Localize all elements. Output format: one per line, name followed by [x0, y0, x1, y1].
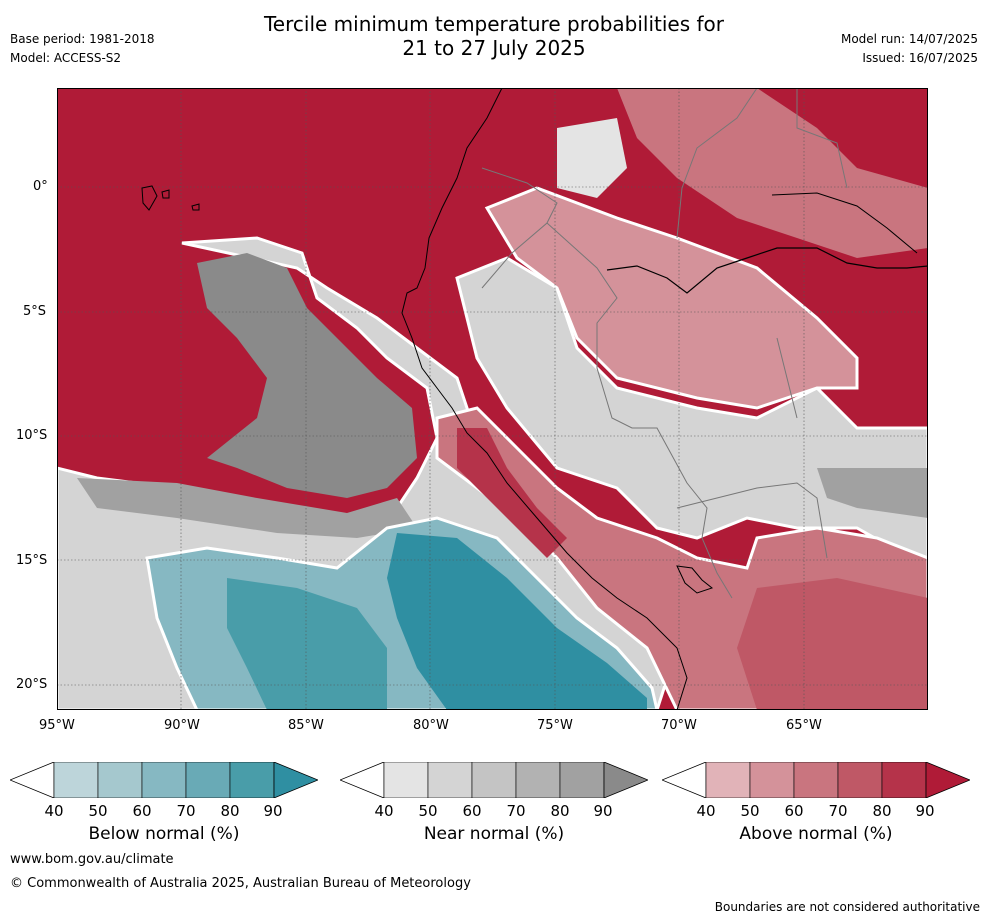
colorbar-below-ticks: 40 50 60 70 80 90: [10, 802, 318, 824]
lon-label: 75°W: [537, 718, 573, 733]
page-title: Tercile minimum temperature probabilitie…: [0, 12, 988, 60]
colorbar-above-ticks: 40 50 60 70 80 90: [662, 802, 970, 824]
colorbar-tick: 90: [263, 802, 283, 820]
lat-label: 15°S: [16, 553, 48, 568]
colorbar-swatch: [97, 761, 143, 799]
below-normal-dark-region: [387, 533, 647, 710]
colorbar-low-extension: [660, 761, 707, 799]
colorbar-swatch: [559, 761, 605, 799]
country-boundaries: [481, 88, 848, 599]
coastline: [401, 88, 688, 710]
galapagos-islands: [141, 185, 200, 211]
colorbar-tick: 60: [132, 802, 152, 820]
colorbar-swatch: [471, 761, 517, 799]
lake-titicaca: [676, 565, 714, 594]
above-normal-coast-dark-region: [457, 428, 567, 558]
lon-label: 95°W: [39, 718, 75, 733]
colorbar-near-swatches: [338, 761, 650, 799]
lon-label: 70°W: [661, 718, 697, 733]
colorbar-low-extension: [338, 761, 385, 799]
model-run-text: Model run: 14/07/2025: [840, 32, 978, 46]
lat-label: 20°S: [16, 677, 48, 692]
colorbar-swatch: [749, 761, 795, 799]
above-normal-land-mid-region: [617, 88, 928, 258]
footer-url[interactable]: www.bom.gov.au/climate: [10, 852, 174, 867]
title-line-2: 21 to 27 July 2025: [402, 36, 586, 60]
colorbar-tick: 40: [696, 802, 716, 820]
model-text: Model: ACCESS-S2: [10, 51, 122, 65]
river-line: [606, 247, 928, 294]
colorbar-swatch: [705, 761, 751, 799]
below-normal-mid-region: [227, 578, 387, 710]
near-normal-mid-region: [77, 478, 417, 538]
colorbar-tick: 70: [506, 802, 526, 820]
colorbar-tick: 40: [44, 802, 64, 820]
lat-label: 10°S: [16, 428, 48, 443]
lon-label: 80°W: [413, 718, 449, 733]
colorbar-below-swatches: [8, 761, 320, 799]
colorbar-high-extension: [273, 761, 320, 799]
colorbar-tick: 90: [915, 802, 935, 820]
colorbar-swatch: [427, 761, 473, 799]
above-normal-land-region: [484, 186, 859, 410]
colorbar-swatch: [793, 761, 839, 799]
colorbar-tick: 60: [784, 802, 804, 820]
colorbar-tick: 50: [418, 802, 438, 820]
colorbar-tick: 80: [550, 802, 570, 820]
colorbar-above: 40 50 60 70 80 90 Above normal (%): [660, 761, 972, 852]
lon-label: 85°W: [288, 718, 324, 733]
colorbar-tick: 90: [593, 802, 613, 820]
colorbar-high-extension: [925, 761, 972, 799]
colorbar-near-ticks: 40 50 60 70 80 90: [340, 802, 648, 824]
lat-label: 0°: [33, 179, 48, 194]
colorbar-swatch: [515, 761, 561, 799]
colorbar-tick: 50: [88, 802, 108, 820]
colorbar-below: 40 50 60 70 80 90 Below normal (%): [8, 761, 320, 852]
colorbar-near-label: Near normal (%): [423, 824, 565, 844]
colorbar-swatch: [141, 761, 187, 799]
footer-copyright: © Commonwealth of Australia 2025, Austra…: [10, 876, 471, 891]
near-normal-land-light-region: [557, 118, 627, 198]
colorbar-near: 40 50 60 70 80 90 Near normal (%): [338, 761, 650, 852]
colorbar-swatch: [185, 761, 231, 799]
gridlines: [57, 88, 928, 710]
colorbar-above-label: Above normal (%): [739, 824, 893, 844]
probability-map: [57, 88, 928, 710]
colorbar-above-swatches: [660, 761, 972, 799]
issued-text: Issued: 16/07/2025: [862, 51, 978, 65]
colorbar-below-label: Below normal (%): [88, 824, 240, 844]
footer-disclaimer: Boundaries are not considered authoritat…: [714, 900, 980, 914]
title-line-1: Tercile minimum temperature probabilitie…: [263, 12, 725, 36]
colorbar-swatch: [229, 761, 275, 799]
near-normal-dark-region: [197, 253, 417, 498]
colorbar-tick: 50: [740, 802, 760, 820]
colorbar-swatch: [881, 761, 927, 799]
lon-label: 65°W: [786, 718, 822, 733]
near-normal-east-region: [817, 468, 928, 518]
colorbar-high-extension: [603, 761, 650, 799]
colorbar-tick: 80: [220, 802, 240, 820]
lat-label: 5°S: [23, 304, 47, 319]
colorbar-swatch: [383, 761, 429, 799]
near-normal-land-region: [455, 256, 928, 570]
colorbar-low-extension: [8, 761, 55, 799]
lon-label: 90°W: [164, 718, 200, 733]
colorbar-swatch: [837, 761, 883, 799]
colorbar-tick: 60: [462, 802, 482, 820]
colorbar-swatch: [53, 761, 99, 799]
colorbar-tick: 70: [828, 802, 848, 820]
colorbar-tick: 40: [374, 802, 394, 820]
base-period-text: Base period: 1981-2018: [10, 32, 155, 46]
river-line-north: [771, 192, 918, 254]
colorbar-tick: 70: [176, 802, 196, 820]
above-normal-south-region: [737, 578, 928, 710]
colorbar-tick: 80: [872, 802, 892, 820]
